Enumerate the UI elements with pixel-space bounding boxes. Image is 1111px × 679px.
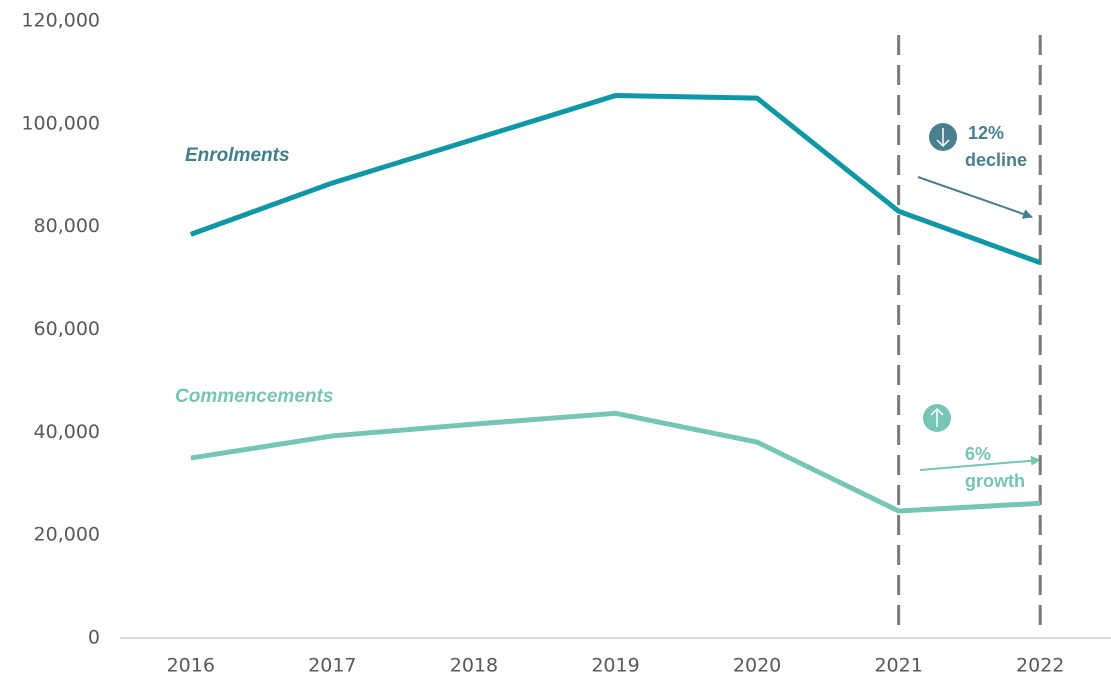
y-tick-label: 20,000 <box>34 524 100 546</box>
annotation: growth <box>965 471 1025 491</box>
x-tick-label: 2019 <box>591 655 639 677</box>
down-arrow-icon <box>936 128 950 148</box>
x-tick-label: 2021 <box>874 655 922 677</box>
series-label: Commencements <box>175 386 333 407</box>
y-tick-label: 80,000 <box>34 215 100 237</box>
y-tick-label: 120,000 <box>21 10 100 32</box>
x-tick-label: 2020 <box>733 655 781 677</box>
y-tick-label: 0 <box>88 627 100 649</box>
annotation: 12% <box>968 123 1004 143</box>
annotation: 6% <box>965 444 991 464</box>
x-tick-label: 2017 <box>308 655 356 677</box>
x-tick-label: 2018 <box>450 655 498 677</box>
decline-arrow <box>917 176 1033 219</box>
series-line <box>190 410 1041 514</box>
y-tick-label: 60,000 <box>34 318 100 340</box>
series-label: Enrolments <box>185 145 290 166</box>
growth-arrow <box>919 455 1041 471</box>
series-line <box>189 93 1042 266</box>
y-tick-label: 40,000 <box>34 421 100 443</box>
y-tick-label: 100,000 <box>21 112 100 134</box>
annotation: decline <box>965 150 1027 170</box>
x-tick-label: 2022 <box>1016 655 1064 677</box>
x-tick-label: 2016 <box>167 655 215 677</box>
up-arrow-icon <box>930 407 944 427</box>
